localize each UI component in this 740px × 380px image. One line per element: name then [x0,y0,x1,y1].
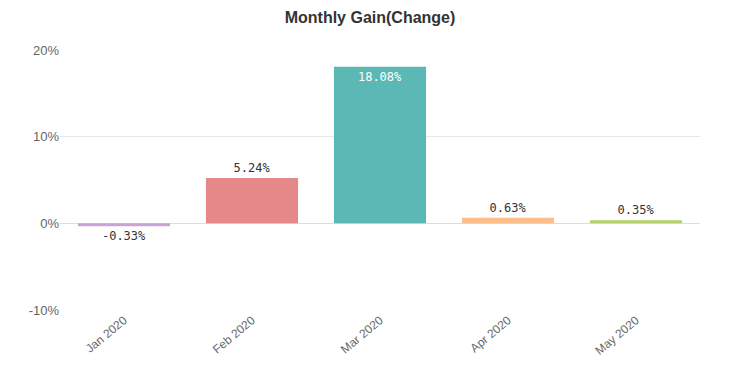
svg-text:20%: 20% [33,43,59,58]
svg-text:Jan 2020: Jan 2020 [83,313,130,356]
svg-text:-0.33%: -0.33% [102,229,146,243]
svg-text:Feb 2020: Feb 2020 [210,313,258,357]
svg-text:Monthly Gain(Change): Monthly Gain(Change) [285,9,456,26]
svg-text:Apr 2020: Apr 2020 [467,313,514,355]
svg-text:10%: 10% [33,129,59,144]
svg-text:18.08%: 18.08% [358,70,402,84]
svg-text:0.63%: 0.63% [490,201,527,215]
svg-text:Mar 2020: Mar 2020 [338,313,386,357]
svg-text:0%: 0% [40,216,59,231]
svg-text:-10%: -10% [29,303,60,318]
svg-text:May 2020: May 2020 [592,313,642,358]
svg-text:5.24%: 5.24% [234,161,271,175]
svg-text:0.35%: 0.35% [618,203,655,217]
